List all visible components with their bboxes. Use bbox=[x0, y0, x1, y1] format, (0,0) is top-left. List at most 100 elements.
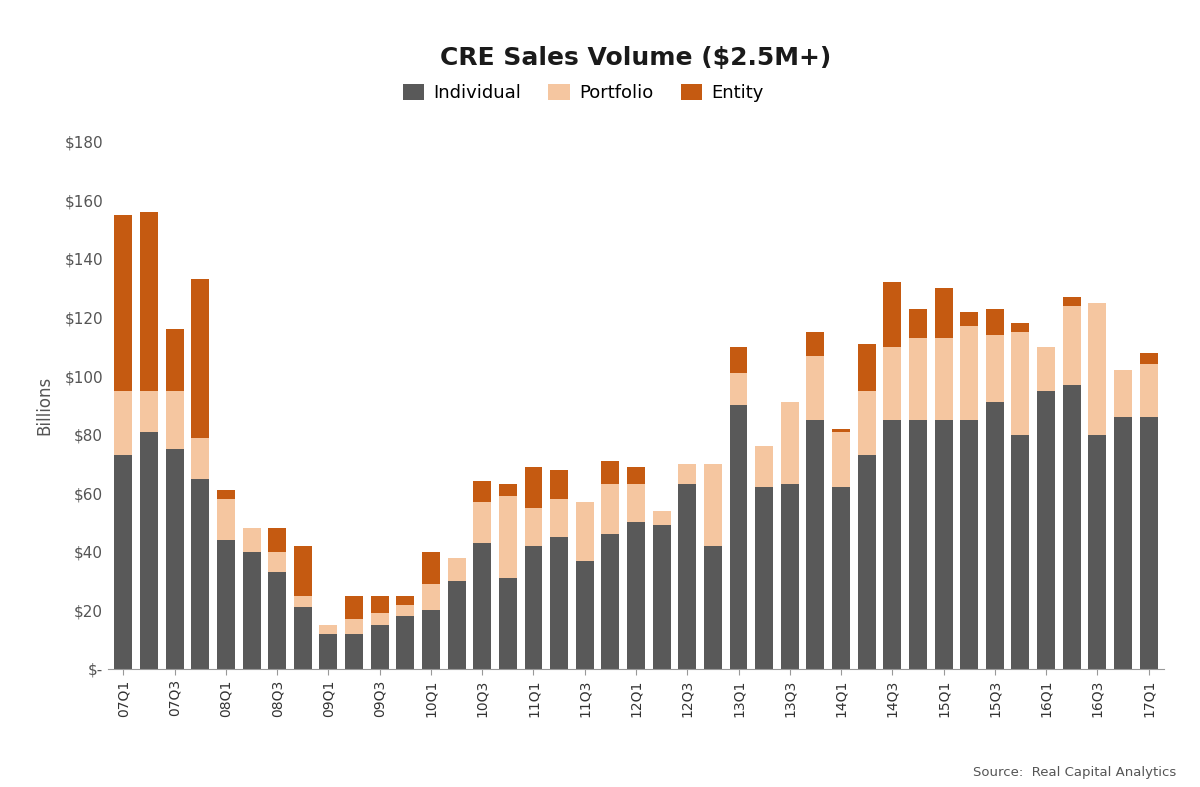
Bar bbox=[1140, 353, 1158, 364]
Bar bbox=[191, 438, 209, 478]
Bar bbox=[371, 625, 389, 669]
Bar bbox=[319, 634, 337, 669]
Bar bbox=[1088, 434, 1106, 669]
Bar bbox=[396, 596, 414, 604]
Bar bbox=[140, 390, 158, 431]
Bar bbox=[935, 288, 953, 338]
Bar bbox=[628, 523, 644, 669]
Bar bbox=[730, 373, 748, 405]
Bar bbox=[217, 499, 235, 540]
Bar bbox=[217, 540, 235, 669]
Bar bbox=[114, 390, 132, 455]
Bar bbox=[166, 329, 184, 390]
Bar bbox=[704, 464, 722, 546]
Bar bbox=[908, 309, 926, 338]
Bar bbox=[601, 484, 619, 534]
Bar bbox=[1088, 303, 1106, 434]
Bar bbox=[268, 528, 286, 552]
Bar bbox=[166, 449, 184, 669]
Bar bbox=[1114, 370, 1132, 417]
Bar bbox=[601, 461, 619, 484]
Bar bbox=[1037, 390, 1055, 669]
Bar bbox=[908, 420, 926, 669]
Bar bbox=[1114, 417, 1132, 669]
Bar bbox=[704, 546, 722, 669]
Bar bbox=[883, 420, 901, 669]
Bar bbox=[832, 431, 850, 487]
Bar bbox=[396, 616, 414, 669]
Bar bbox=[1140, 417, 1158, 669]
Bar bbox=[524, 467, 542, 508]
Bar bbox=[422, 584, 440, 611]
Bar bbox=[499, 496, 517, 578]
Legend: Individual, Portfolio, Entity: Individual, Portfolio, Entity bbox=[396, 77, 770, 109]
Bar bbox=[935, 420, 953, 669]
Bar bbox=[371, 613, 389, 625]
Bar bbox=[191, 279, 209, 438]
Bar bbox=[191, 478, 209, 669]
Bar bbox=[576, 560, 594, 669]
Bar bbox=[140, 212, 158, 390]
Bar bbox=[448, 558, 466, 581]
Bar bbox=[550, 470, 568, 499]
Bar bbox=[628, 484, 644, 523]
Title: CRE Sales Volume ($2.5M+): CRE Sales Volume ($2.5M+) bbox=[440, 46, 832, 70]
Bar bbox=[524, 508, 542, 546]
Bar bbox=[858, 390, 876, 455]
Bar bbox=[371, 596, 389, 613]
Bar bbox=[986, 402, 1004, 669]
Bar bbox=[755, 487, 773, 669]
Bar bbox=[806, 356, 824, 420]
Bar bbox=[653, 526, 671, 669]
Bar bbox=[935, 338, 953, 420]
Bar bbox=[678, 484, 696, 669]
Bar bbox=[114, 215, 132, 390]
Bar bbox=[601, 534, 619, 669]
Bar bbox=[524, 546, 542, 669]
Bar bbox=[960, 420, 978, 669]
Bar bbox=[140, 431, 158, 669]
Bar bbox=[806, 332, 824, 356]
Bar bbox=[883, 283, 901, 347]
Bar bbox=[268, 572, 286, 669]
Bar bbox=[346, 619, 364, 634]
Bar bbox=[346, 596, 364, 619]
Bar bbox=[653, 511, 671, 526]
Bar bbox=[294, 546, 312, 596]
Bar bbox=[217, 490, 235, 499]
Bar bbox=[1063, 305, 1081, 385]
Bar bbox=[550, 499, 568, 537]
Bar bbox=[1063, 385, 1081, 669]
Bar bbox=[499, 578, 517, 669]
Bar bbox=[114, 455, 132, 669]
Bar bbox=[832, 429, 850, 431]
Bar bbox=[1063, 297, 1081, 305]
Bar bbox=[1012, 434, 1030, 669]
Bar bbox=[242, 552, 260, 669]
Bar bbox=[960, 326, 978, 420]
Bar bbox=[806, 420, 824, 669]
Bar bbox=[294, 608, 312, 669]
Bar bbox=[1012, 332, 1030, 434]
Bar bbox=[730, 347, 748, 373]
Bar bbox=[268, 552, 286, 572]
Bar bbox=[730, 405, 748, 669]
Bar bbox=[473, 502, 491, 543]
Bar bbox=[755, 446, 773, 487]
Text: Source:  Real Capital Analytics: Source: Real Capital Analytics bbox=[973, 766, 1176, 779]
Bar bbox=[858, 455, 876, 669]
Bar bbox=[1037, 347, 1055, 390]
Bar bbox=[396, 604, 414, 616]
Bar bbox=[422, 552, 440, 584]
Bar bbox=[858, 344, 876, 390]
Bar bbox=[166, 390, 184, 449]
Bar bbox=[960, 312, 978, 326]
Bar bbox=[832, 487, 850, 669]
Bar bbox=[576, 502, 594, 560]
Bar bbox=[550, 537, 568, 669]
Bar bbox=[242, 528, 260, 552]
Bar bbox=[781, 484, 799, 669]
Bar bbox=[473, 543, 491, 669]
Bar bbox=[628, 467, 644, 484]
Bar bbox=[294, 596, 312, 608]
